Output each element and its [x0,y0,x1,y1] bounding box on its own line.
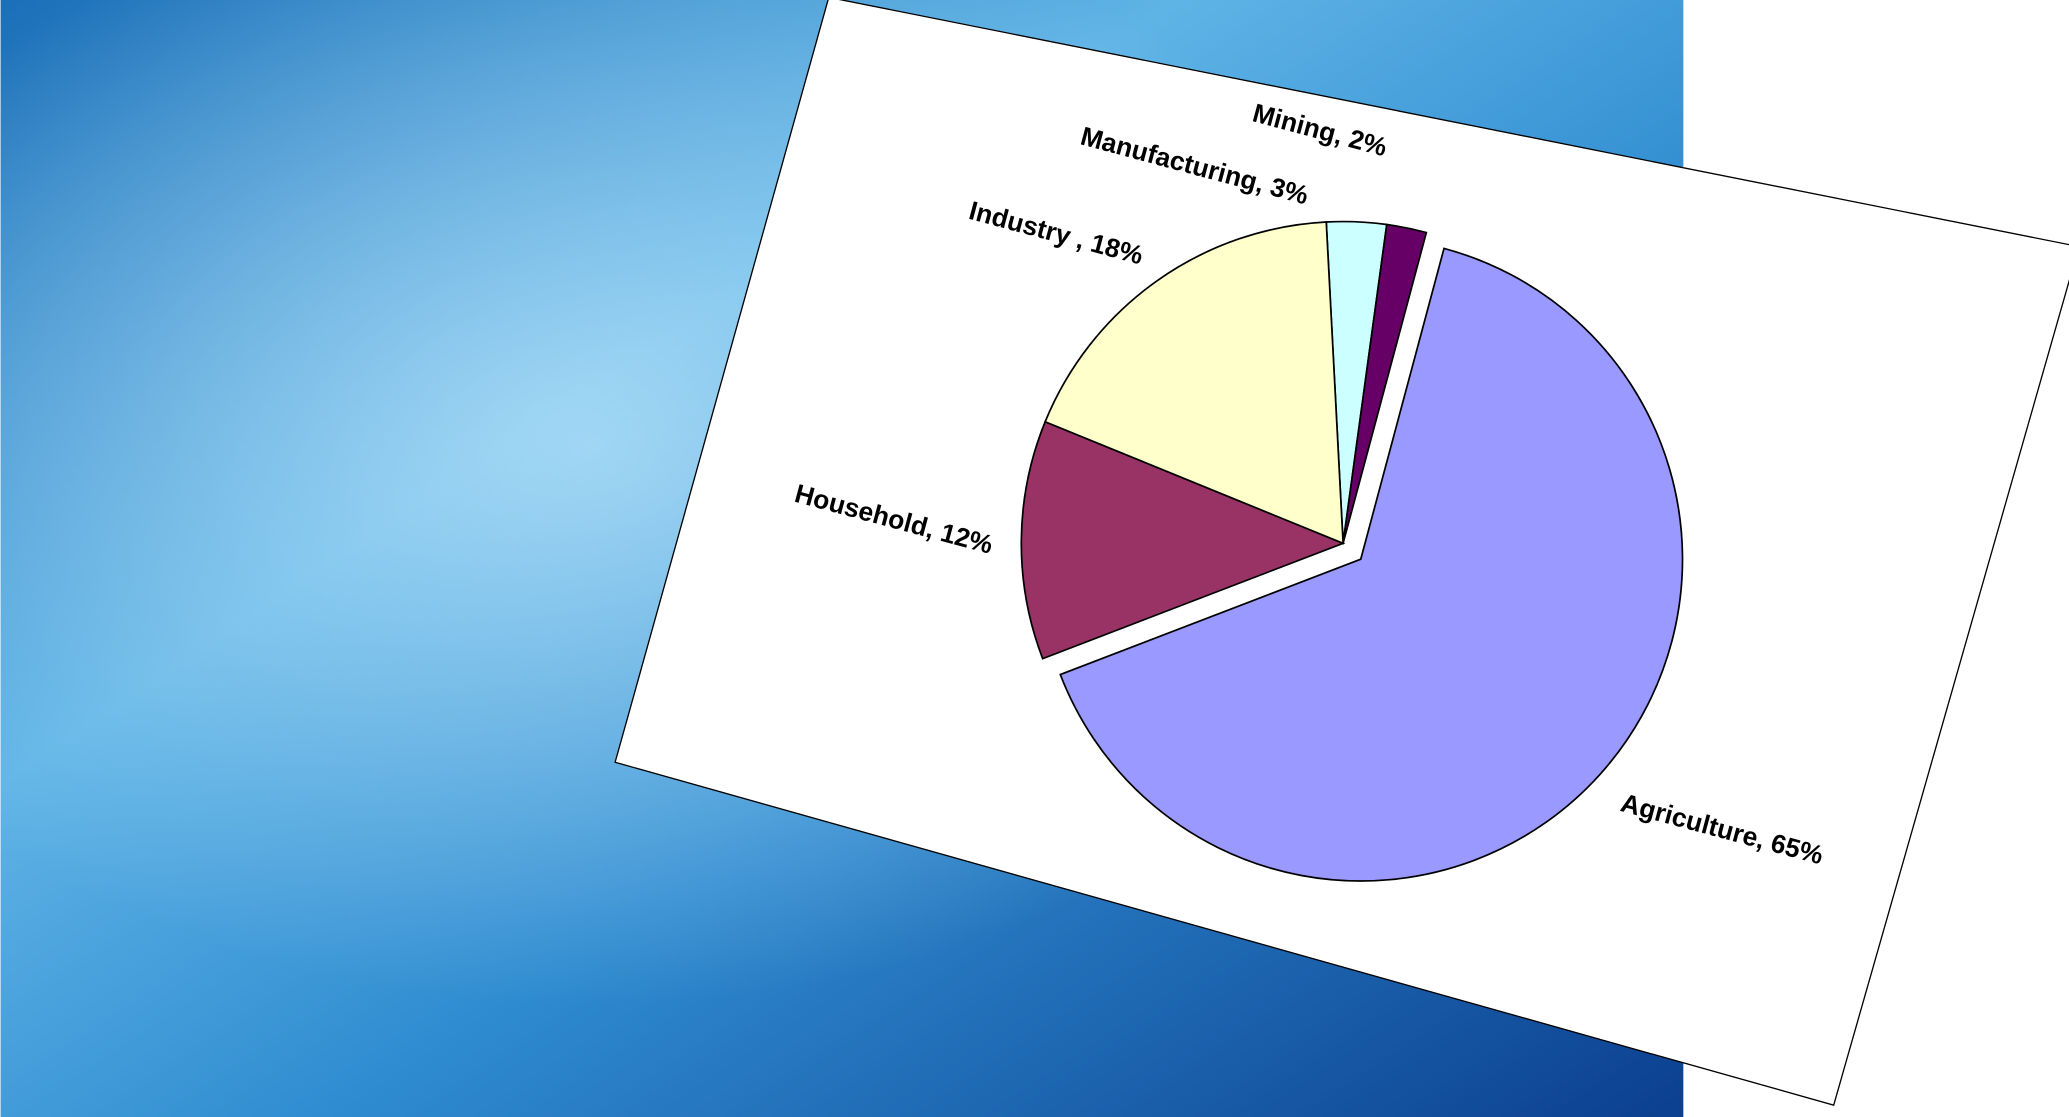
pie-slice [1059,247,1684,882]
pie-slice [1020,420,1346,660]
pie-slice [1044,221,1345,545]
chart-card [614,0,2069,1106]
pie-slice [1342,223,1428,544]
pie: Manufacturing, 3%Mining, 2%Agriculture, … [792,98,1826,882]
